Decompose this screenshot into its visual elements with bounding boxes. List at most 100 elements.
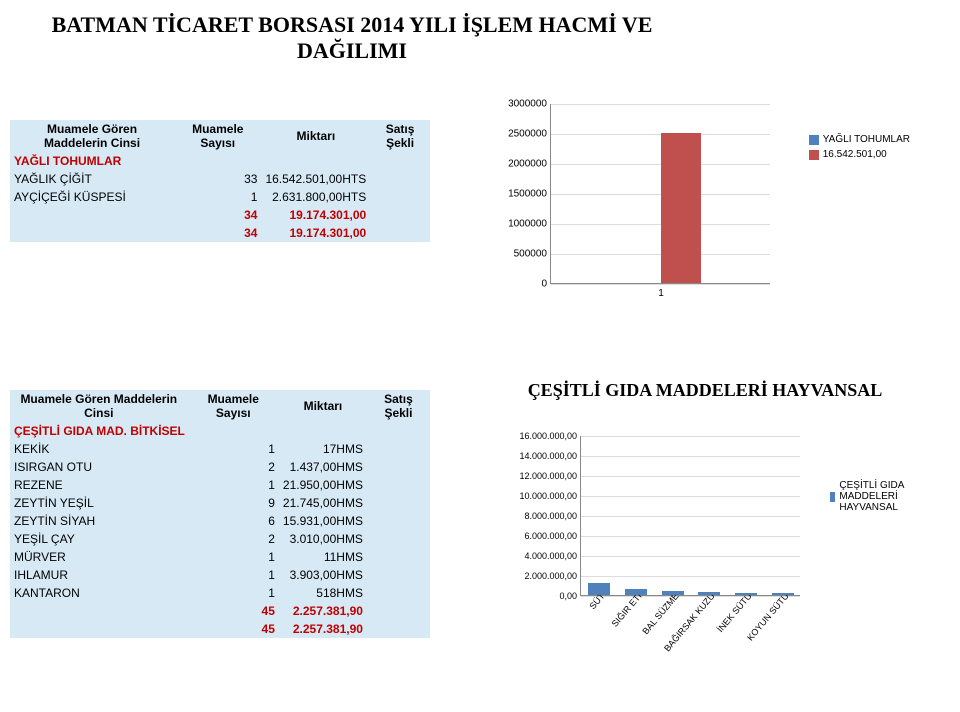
t2-h2: Miktarı — [279, 390, 367, 422]
chart2-ytick: 12.000.000,00 — [519, 471, 581, 481]
t1-h2: Miktarı — [261, 120, 370, 152]
table-row-total: 45 2.257.381,90 — [10, 602, 430, 620]
chart2-bar — [662, 591, 684, 595]
table-cesitli-gida: Muamele Gören Maddelerin Cinsi Muamele S… — [10, 390, 430, 638]
chart2-bar — [735, 593, 757, 595]
cell: IHLAMUR — [10, 566, 188, 584]
cell: 2 — [188, 458, 279, 476]
chart2-title: ÇEŞİTLİ GIDA MADDELERİ HAYVANSAL — [470, 380, 940, 401]
cell: ZEYTİN YEŞİL — [10, 494, 188, 512]
chart2-xlabel: BAL SÜZME — [640, 591, 680, 636]
chart2-bar — [588, 583, 610, 595]
cell: 2.257.381,90 — [279, 620, 367, 638]
cell: AYÇİÇEĞİ KÜSPESİ — [10, 188, 174, 206]
t1-h1: Muamele Sayısı — [174, 120, 261, 152]
chart2-xlabel: İNEK SÜTÜ — [715, 591, 754, 634]
cell: 3.903,00HMS — [279, 566, 367, 584]
cell: 19.174.301,00 — [261, 224, 370, 242]
table-row-total: 34 19.174.301,00 — [10, 206, 430, 224]
chart2-ytick: 14.000.000,00 — [519, 451, 581, 461]
chart1-ytick: 3000000 — [508, 99, 551, 110]
chart1-ytick: 500000 — [514, 249, 551, 260]
cell: ISIRGAN OTU — [10, 458, 188, 476]
cell: KANTARON — [10, 584, 188, 602]
chart1-ytick: 1000000 — [508, 219, 551, 230]
cell: YAĞLIK ÇİĞİT — [10, 170, 174, 188]
table-row: ZEYTİN SİYAH615.931,00HMS — [10, 512, 430, 530]
cell: KEKİK — [10, 440, 188, 458]
chart2-ytick: 4.000.000,00 — [524, 551, 581, 561]
cell: 2 — [188, 530, 279, 548]
chart1-plot: 0500000100000015000002000000250000030000… — [550, 104, 770, 284]
t2-h3: Satış Şekli — [367, 390, 430, 422]
cell: 21.745,00HMS — [279, 494, 367, 512]
cell: 33 — [174, 170, 261, 188]
chart2-bar — [698, 592, 720, 595]
t1-h3: Satış Şekli — [370, 120, 430, 152]
table-row: REZENE121.950,00HMS — [10, 476, 430, 494]
table-row: KEKİK117HMS — [10, 440, 430, 458]
chart2-legend: ÇEŞİTLİ GIDA MADDELERİ HAYVANSAL — [830, 480, 940, 517]
cell: 1 — [188, 566, 279, 584]
chart1-bar — [661, 133, 701, 283]
cell: 45 — [188, 602, 279, 620]
cell: MÜRVER — [10, 548, 188, 566]
table-row: IHLAMUR13.903,00HMS — [10, 566, 430, 584]
table-row: MÜRVER111HMS — [10, 548, 430, 566]
cell: 518HMS — [279, 584, 367, 602]
table-row: AYÇİÇEĞİ KÜSPESİ 1 2.631.800,00HTS — [10, 188, 430, 206]
cell: 21.950,00HMS — [279, 476, 367, 494]
cell: HTS — [342, 190, 366, 204]
cell: 1 — [188, 584, 279, 602]
cell: 1 — [174, 188, 261, 206]
cell: 16.542.501,00 — [265, 172, 342, 186]
chart2-ytick: 16.000.000,00 — [519, 431, 581, 441]
cell: 3.010,00HMS — [279, 530, 367, 548]
table-row: KANTARON1518HMS — [10, 584, 430, 602]
table-row: YAĞLIK ÇİĞİT 33 16.542.501,00HTS — [10, 170, 430, 188]
cell: 11HMS — [279, 548, 367, 566]
chart2-ytick: 8.000.000,00 — [524, 511, 581, 521]
chart2-ytick: 10.000.000,00 — [519, 491, 581, 501]
cell: 45 — [188, 620, 279, 638]
page-title: BATMAN TİCARET BORSASI 2014 YILI İŞLEM H… — [42, 12, 662, 65]
cell: REZENE — [10, 476, 188, 494]
table-row: ZEYTİN YEŞİL921.745,00HMS — [10, 494, 430, 512]
chart1-ytick: 2500000 — [508, 129, 551, 140]
table-yagli-tohumlar: Muamele Gören Maddelerin Cinsi Muamele S… — [10, 120, 430, 242]
chart-yagli-tohumlar: 0500000100000015000002000000250000030000… — [480, 104, 910, 304]
t2-section: ÇEŞİTLİ GIDA MAD. BİTKİSEL — [10, 422, 430, 440]
cell: 9 — [188, 494, 279, 512]
t2-h0: Muamele Gören Maddelerin Cinsi — [10, 390, 188, 422]
chart2-ytick: 2.000.000,00 — [524, 571, 581, 581]
chart2-bar — [625, 589, 647, 595]
chart2-bar — [772, 593, 794, 595]
cell: 1 — [188, 548, 279, 566]
cell: 1 — [188, 476, 279, 494]
cell: 34 — [174, 224, 261, 242]
chart1-ytick: 2000000 — [508, 159, 551, 170]
cell: 1 — [188, 440, 279, 458]
chart-cesitli-gida: ÇEŞİTLİ GIDA MADDELERİ HAYVANSAL 0,002.0… — [470, 380, 940, 680]
chart2-plot: 0,002.000.000,004.000.000,006.000.000,00… — [580, 436, 800, 596]
chart2-ytick: 6.000.000,00 — [524, 531, 581, 541]
cell: 6 — [188, 512, 279, 530]
chart1-ytick: 0 — [541, 279, 551, 290]
chart1-ytick: 1500000 — [508, 189, 551, 200]
cell: HTS — [342, 172, 366, 186]
table-row-total: 45 2.257.381,90 — [10, 620, 430, 638]
table-row: YEŞİL ÇAY23.010,00HMS — [10, 530, 430, 548]
cell: 17HMS — [279, 440, 367, 458]
cell: ZEYTİN SİYAH — [10, 512, 188, 530]
t1-section: YAĞLI TOHUMLAR — [10, 152, 430, 170]
cell: 19.174.301,00 — [261, 206, 370, 224]
chart1-legend: YAĞLI TOHUMLAR16.542.501,00 — [809, 134, 910, 164]
cell: 1.437,00HMS — [279, 458, 367, 476]
chart1-xlabel: 1 — [658, 288, 664, 299]
cell: 34 — [174, 206, 261, 224]
cell: 2.257.381,90 — [279, 602, 367, 620]
table-row: ISIRGAN OTU21.437,00HMS — [10, 458, 430, 476]
t2-h1: Muamele Sayısı — [188, 390, 279, 422]
cell: 2.631.800,00 — [272, 190, 342, 204]
chart1-legend-item: YAĞLI TOHUMLAR — [809, 134, 910, 145]
